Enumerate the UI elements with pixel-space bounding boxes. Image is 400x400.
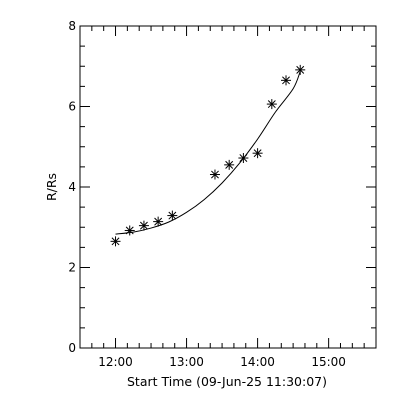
- data-point: [209, 169, 220, 180]
- data-point: [224, 159, 235, 170]
- data-point: [138, 220, 149, 231]
- tick-labels: 12:00 13:00 14:00 15:00 0 2 4 6 8: [68, 19, 346, 369]
- y-tick-label: 2: [68, 261, 76, 275]
- y-tick-label: 4: [68, 180, 76, 194]
- data-points: [110, 64, 306, 247]
- y-tick-label: 0: [68, 341, 76, 355]
- data-point: [281, 75, 292, 86]
- y-axis-label: R/Rs: [44, 173, 59, 201]
- data-point-stroke: [253, 149, 262, 158]
- data-point-stroke: [154, 217, 163, 226]
- y-tick-label: 6: [68, 100, 76, 114]
- data-point: [238, 153, 249, 164]
- x-axis-label: Start Time (09-Jun-25 11:30:07): [127, 374, 327, 389]
- data-point-stroke: [139, 221, 148, 230]
- y-tick-label: 8: [68, 19, 76, 33]
- data-point-stroke: [225, 160, 234, 169]
- fit-line: [115, 71, 301, 235]
- x-tick-label: 12:00: [98, 355, 133, 369]
- data-point: [252, 148, 263, 159]
- data-point-stroke: [111, 237, 120, 246]
- data-point: [295, 64, 306, 75]
- data-point-stroke: [211, 170, 219, 179]
- x-tick-label: 13:00: [169, 355, 204, 369]
- data-point: [167, 210, 178, 221]
- data-point-stroke: [239, 154, 248, 162]
- data-point: [266, 99, 277, 110]
- data-point: [153, 216, 164, 227]
- x-tick-label: 15:00: [311, 355, 346, 369]
- x-tick-label: 14:00: [240, 355, 275, 369]
- plot-frame: [79, 25, 377, 349]
- data-point: [124, 225, 135, 236]
- data-point: [110, 236, 121, 247]
- data-point-stroke: [296, 65, 305, 74]
- axis-ticks: [79, 25, 377, 349]
- fit-line-layer: [115, 71, 301, 235]
- data-point-stroke: [267, 100, 276, 109]
- data-point-stroke: [282, 76, 290, 85]
- data-point-stroke: [168, 211, 177, 220]
- data-point-stroke: [125, 226, 134, 235]
